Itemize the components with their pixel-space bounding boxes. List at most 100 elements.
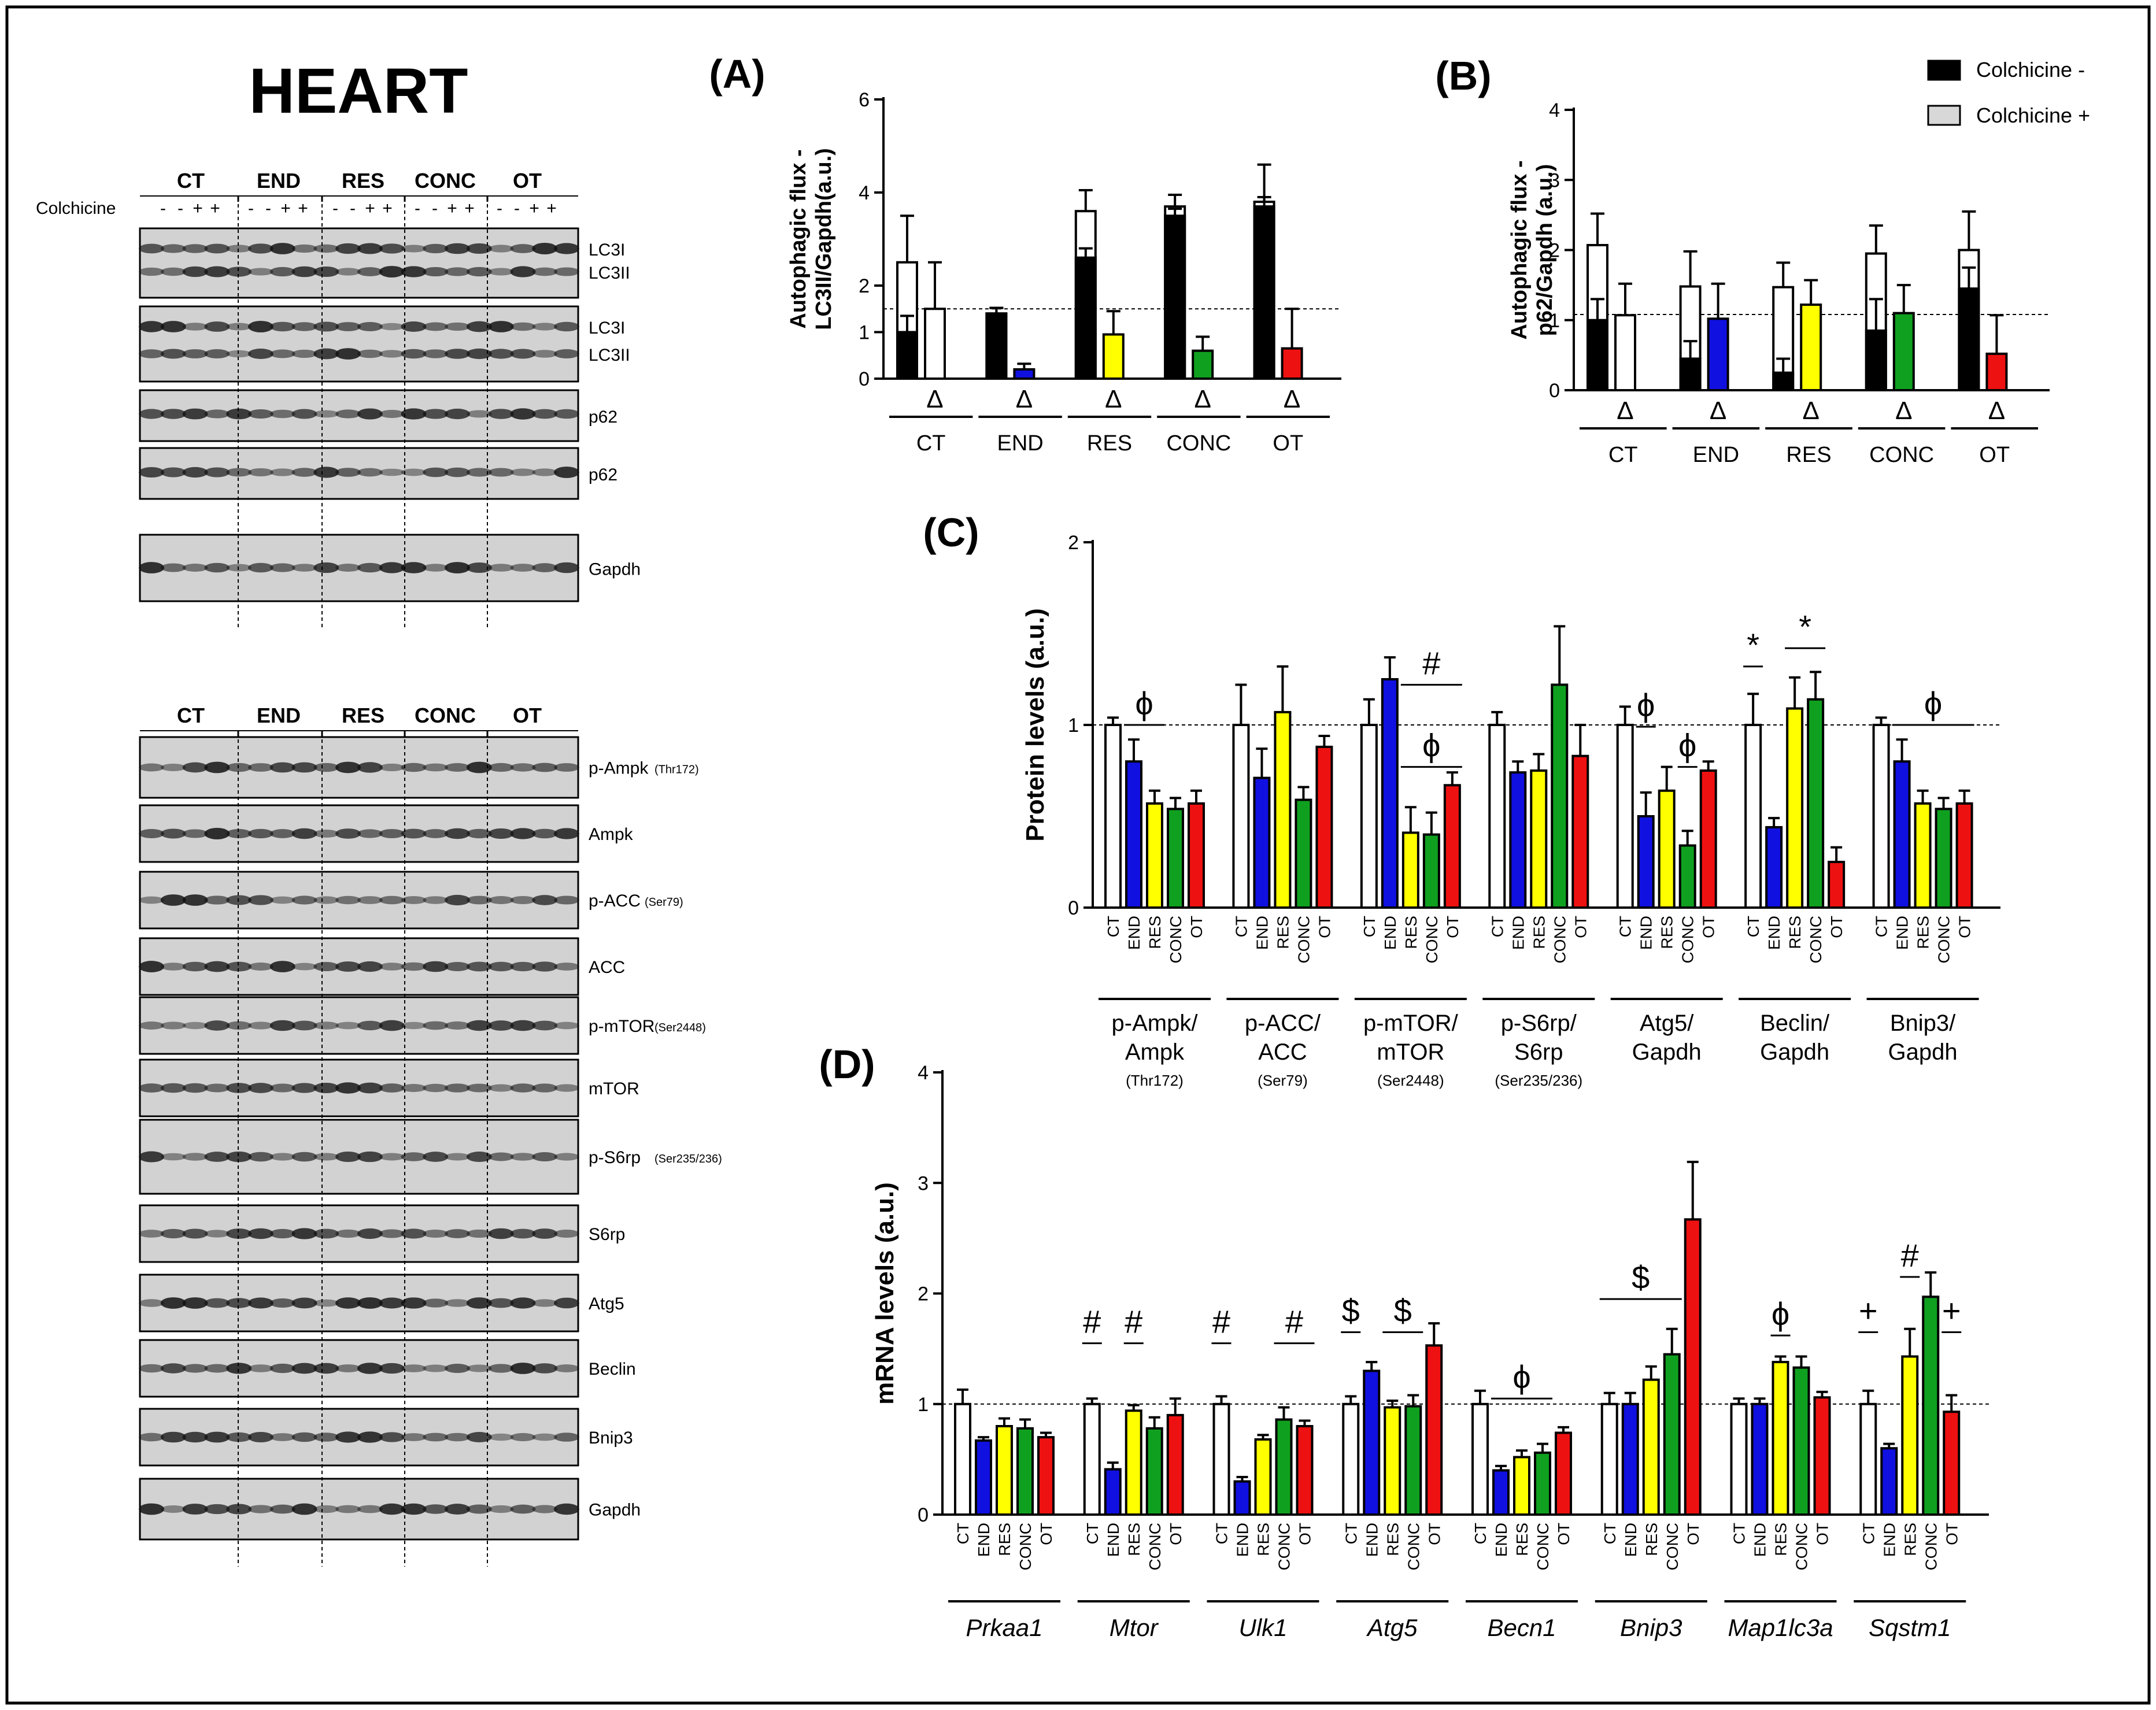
x-tick-label-conc: CONC bbox=[1404, 1523, 1422, 1570]
blot-band bbox=[510, 895, 536, 905]
blot-band bbox=[488, 1084, 514, 1092]
category-label-ot: OT bbox=[1979, 443, 2010, 467]
blot-band bbox=[313, 1505, 339, 1513]
bar-g2-conc bbox=[1275, 1418, 1293, 1516]
bar-g3-ot bbox=[1571, 754, 1589, 909]
bar-g5-ot bbox=[1684, 1218, 1702, 1516]
bar-g5-end bbox=[1621, 1402, 1639, 1516]
blot-band bbox=[291, 322, 317, 331]
group-label: Gapdh bbox=[1632, 1039, 1702, 1065]
blot-band bbox=[401, 562, 427, 573]
blot-band bbox=[139, 243, 164, 254]
legend-colchicine-minus: Colchicine - bbox=[1976, 58, 2085, 82]
blot-band bbox=[182, 1083, 208, 1093]
blot-band bbox=[379, 829, 405, 838]
bar-g4-conc bbox=[1678, 844, 1696, 909]
blot-band bbox=[401, 321, 427, 332]
x-tick-label-res: RES bbox=[1402, 916, 1420, 949]
bar-delta-end bbox=[1707, 317, 1729, 392]
delta-symbol: Δ bbox=[1105, 385, 1122, 413]
blot-band bbox=[466, 468, 492, 477]
blot-band bbox=[554, 963, 579, 971]
blot-band bbox=[226, 1298, 252, 1308]
blot-label-p-s6rp: p-S6rp bbox=[589, 1148, 641, 1167]
blot-band bbox=[445, 349, 471, 359]
blot-band bbox=[182, 1504, 208, 1515]
blot-band bbox=[445, 1299, 471, 1307]
x-tick-label-ct: CT bbox=[1471, 1523, 1489, 1544]
x-tick-label-conc: CONC bbox=[1167, 916, 1185, 963]
bar-g2-res bbox=[1401, 831, 1419, 909]
legend-swatch-colchicine-minus bbox=[1927, 60, 1961, 81]
x-tick-label-res: RES bbox=[1658, 916, 1676, 949]
blot-band bbox=[357, 408, 383, 420]
bar-g4-ct bbox=[1471, 1402, 1489, 1516]
blot-band bbox=[291, 349, 317, 358]
colchicine-sign: + bbox=[382, 199, 393, 218]
blot-band bbox=[554, 321, 579, 332]
blot-band bbox=[510, 763, 536, 772]
blot-band bbox=[554, 1503, 579, 1515]
blot-band bbox=[532, 243, 558, 254]
bar-g1-res bbox=[1274, 710, 1292, 909]
blot-band bbox=[226, 1151, 252, 1163]
blot-band bbox=[313, 763, 339, 772]
blot-band bbox=[445, 1433, 471, 1442]
bar-g5-res bbox=[1786, 707, 1804, 909]
colchicine-sign: + bbox=[193, 199, 203, 218]
blot-band bbox=[423, 1021, 449, 1030]
blot-band bbox=[466, 348, 492, 360]
x-tick-label-end: END bbox=[1751, 1523, 1769, 1557]
bar-g4-res bbox=[1513, 1456, 1530, 1516]
blot-band bbox=[204, 895, 230, 905]
blot-band bbox=[247, 1297, 273, 1309]
blot-band bbox=[379, 468, 405, 476]
blot-band bbox=[335, 1082, 361, 1094]
x-tick-label-res: RES bbox=[996, 1523, 1014, 1556]
blot-band bbox=[379, 1083, 405, 1093]
bar-g6-res bbox=[1914, 802, 1932, 909]
blot-band bbox=[466, 961, 492, 972]
bar-colchicine-minus-end bbox=[985, 312, 1008, 380]
significance-symbol: ϕ bbox=[1135, 685, 1153, 721]
y-tick-label: 6 bbox=[859, 89, 870, 111]
bar-g1-ot bbox=[1166, 1413, 1184, 1516]
blot-band bbox=[182, 564, 208, 572]
blot-band bbox=[335, 468, 361, 477]
group-label: p-ACC/ bbox=[1245, 1011, 1321, 1036]
blot-band bbox=[335, 268, 361, 276]
blot-label-bnip3: Bnip3 bbox=[589, 1428, 633, 1448]
colchicine-sign: - bbox=[497, 199, 502, 218]
blot-band bbox=[532, 895, 558, 905]
blot-group-label-top-1: END bbox=[257, 169, 301, 193]
bar-delta-ct bbox=[1614, 314, 1636, 392]
bar-g0-end bbox=[975, 1439, 992, 1516]
y-axis-label: Autophagic flux - bbox=[1507, 160, 1532, 339]
blot-band bbox=[532, 1152, 558, 1161]
colchicine-sign: + bbox=[210, 199, 220, 218]
x-tick-label-conc: CONC bbox=[1807, 916, 1825, 963]
blot-band bbox=[532, 409, 558, 419]
blot-label-p-mtor: p-mTOR bbox=[589, 1017, 654, 1036]
blot-band bbox=[466, 1504, 492, 1514]
blot-band bbox=[554, 1084, 579, 1092]
delta-symbol: Δ bbox=[1284, 385, 1300, 413]
blot-band bbox=[204, 467, 230, 478]
colchicine-sign: + bbox=[298, 199, 308, 218]
category-label-res: RES bbox=[1786, 443, 1831, 467]
x-tick-label-ct: CT bbox=[1730, 1523, 1748, 1544]
significance-symbol: # bbox=[1901, 1237, 1919, 1274]
blot-label-p62: p62 bbox=[589, 408, 617, 427]
group-sublabel: (Thr172) bbox=[1126, 1072, 1184, 1089]
bar-g0-ot bbox=[1037, 1436, 1055, 1516]
blot-band bbox=[466, 243, 492, 254]
y-tick-label: 2 bbox=[918, 1283, 929, 1305]
blot-band bbox=[357, 267, 383, 276]
blot-band bbox=[313, 562, 339, 573]
blot-band bbox=[182, 1228, 208, 1239]
blot-band bbox=[488, 763, 514, 772]
blot-band bbox=[160, 267, 186, 276]
blot-band bbox=[204, 349, 230, 358]
blot-band bbox=[291, 1083, 317, 1093]
